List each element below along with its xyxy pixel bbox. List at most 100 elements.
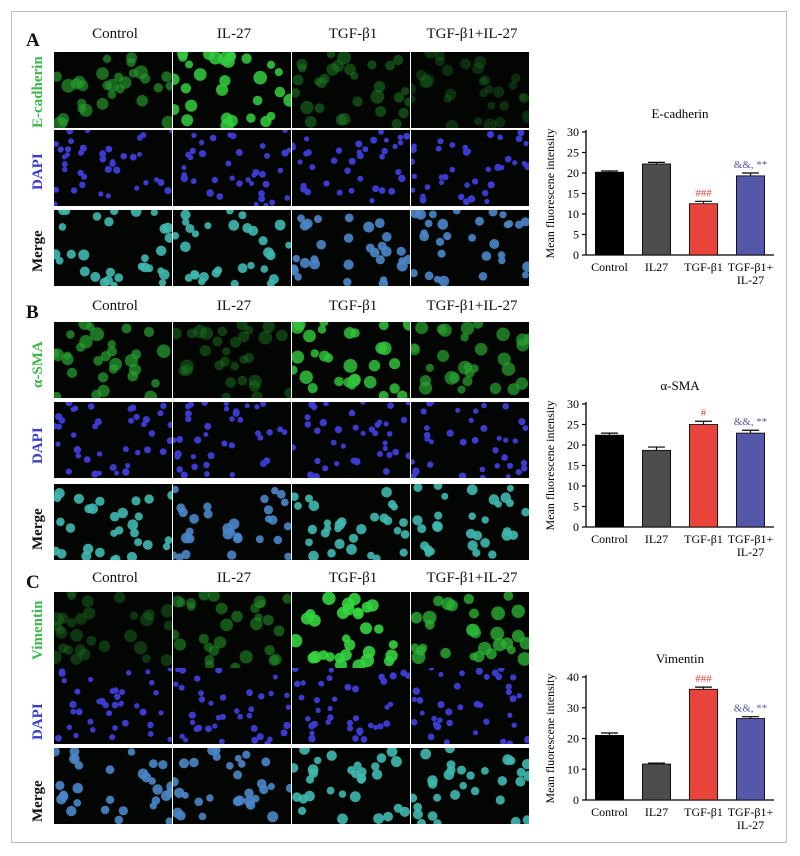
x-tick-label: TGF-β1+ xyxy=(728,260,774,274)
x-tick-label: Control xyxy=(591,805,628,819)
y-tick-label: 20 xyxy=(567,166,579,180)
y-tick-label: 10 xyxy=(567,207,579,221)
significance-label: &&, ** xyxy=(734,416,768,428)
micrograph-b-marker-4 xyxy=(411,322,529,398)
row-label-dapi-b: DAPI xyxy=(30,427,46,464)
micrograph-a-merge-4 xyxy=(411,210,529,286)
panel-letter-a: A xyxy=(26,30,40,51)
micrograph-a-merge-3 xyxy=(292,210,410,286)
panel-letter-b: B xyxy=(26,302,39,323)
micrograph-a-marker-3 xyxy=(292,52,410,128)
micrograph-b-merge-1 xyxy=(54,484,172,560)
significance-label: # xyxy=(701,407,707,419)
row-label-dapi-a: DAPI xyxy=(30,153,46,190)
micrograph-c-dapi-3 xyxy=(292,668,410,744)
micrograph-b-dapi-1 xyxy=(54,402,172,478)
micrograph-c-merge-1 xyxy=(54,748,172,824)
x-tick-label: IL27 xyxy=(645,805,668,819)
y-tick-label: 0 xyxy=(573,793,579,807)
micrograph-a-dapi-4 xyxy=(411,130,529,206)
row-label-merge-b: Merge xyxy=(30,508,46,550)
significance-label: &&, ** xyxy=(734,703,768,715)
x-tick-label: Control xyxy=(591,532,628,546)
significance-label: ### xyxy=(695,673,712,685)
y-tick-label: 25 xyxy=(567,146,579,160)
micrograph-c-marker-3 xyxy=(292,592,410,668)
y-tick-label: 0 xyxy=(573,248,579,262)
micrograph-b-merge-2 xyxy=(173,484,291,560)
micrograph-a-marker-1 xyxy=(54,52,172,128)
y-tick-label: 5 xyxy=(573,228,579,242)
micrograph-c-marker-1 xyxy=(54,592,172,668)
row-label-dapi-c: DAPI xyxy=(30,703,46,740)
y-tick-label: 30 xyxy=(567,125,579,139)
bar xyxy=(735,175,765,256)
column-header-tgf: TGF-β1 xyxy=(328,26,378,42)
y-tick-label: 30 xyxy=(567,701,579,715)
row-label-merge-c: Merge xyxy=(30,780,46,822)
micrograph-a-marker-4 xyxy=(411,52,529,128)
column-header-il27: IL-27 xyxy=(216,26,252,42)
column-header-control: Control xyxy=(92,570,138,586)
x-tick-label: TGF-β1+ xyxy=(728,532,774,546)
y-axis-label: Mean fluorescene intensity xyxy=(543,401,557,531)
panel-letter-c: C xyxy=(26,572,40,593)
y-tick-label: 20 xyxy=(567,438,579,452)
bar xyxy=(595,434,625,528)
bar-chart-e-cadherin: E-cadherin Mean fluorescene intensity 0 5 10… xyxy=(540,100,780,287)
y-tick-label: 30 xyxy=(567,397,579,411)
chart-title: E-cadherin xyxy=(651,106,709,121)
significance-label: &&, ** xyxy=(734,159,768,171)
bar xyxy=(688,424,718,528)
bar xyxy=(595,171,625,256)
bar xyxy=(735,718,765,801)
y-tick-label: 0 xyxy=(573,520,579,534)
row-label-marker-b: α-SMA xyxy=(30,341,46,388)
column-header-tgf: TGF-β1 xyxy=(328,298,378,314)
column-header-control: Control xyxy=(92,26,138,42)
micrograph-a-dapi-2 xyxy=(173,130,291,206)
row-label-marker-c: Vimentin xyxy=(30,600,46,660)
micrograph-a-marker-2 xyxy=(173,52,291,128)
bar-chart-alpha-sma: α-SMA Mean fluorescene intensity 0 5 10 15 20 2… xyxy=(540,372,780,559)
bar xyxy=(688,203,718,256)
micrograph-c-merge-3 xyxy=(292,748,410,824)
y-tick-label: 20 xyxy=(567,732,579,746)
row-label-marker-a: E-cadherin xyxy=(30,56,46,128)
bar xyxy=(688,688,718,801)
x-tick-label: IL27 xyxy=(645,532,668,546)
micrograph-a-merge-2 xyxy=(173,210,291,286)
y-tick-label: 10 xyxy=(567,762,579,776)
y-tick-label: 15 xyxy=(567,187,579,201)
bar-chart-vimentin: Vimentin Mean fluorescene intensity 0 10 20 3… xyxy=(540,645,780,832)
bar xyxy=(642,163,672,256)
micrograph-b-marker-3 xyxy=(292,322,410,398)
y-axis-label: Mean fluorescene intensity xyxy=(543,129,557,259)
micrograph-c-merge-2 xyxy=(173,748,291,824)
column-header-il27: IL-27 xyxy=(216,298,252,314)
y-tick-label: 40 xyxy=(567,670,579,684)
y-tick-label: 25 xyxy=(567,418,579,432)
bar xyxy=(735,432,765,528)
micrograph-c-marker-4 xyxy=(411,592,529,668)
bar xyxy=(642,763,672,801)
x-tick-label: TGF-β1 xyxy=(684,532,723,546)
x-tick-label: IL-27 xyxy=(737,273,764,287)
micrograph-a-dapi-1 xyxy=(54,130,172,206)
micrograph-b-dapi-2 xyxy=(173,402,291,478)
column-header-combo: TGF-β1+IL-27 xyxy=(426,26,518,42)
bar xyxy=(595,735,625,801)
row-label-merge-a: Merge xyxy=(30,230,46,272)
micrograph-b-marker-1 xyxy=(54,322,172,398)
y-tick-label: 15 xyxy=(567,459,579,473)
y-tick-label: 10 xyxy=(567,479,579,493)
chart-title: Vimentin xyxy=(656,651,705,666)
micrograph-c-marker-2 xyxy=(173,592,291,668)
x-tick-label: IL-27 xyxy=(737,818,764,832)
figure-frame xyxy=(11,11,787,843)
micrograph-b-dapi-3 xyxy=(292,402,410,478)
column-header-tgf: TGF-β1 xyxy=(328,570,378,586)
micrograph-c-dapi-2 xyxy=(173,668,291,744)
x-tick-label: IL27 xyxy=(645,260,668,274)
micrograph-c-dapi-1 xyxy=(54,668,172,744)
